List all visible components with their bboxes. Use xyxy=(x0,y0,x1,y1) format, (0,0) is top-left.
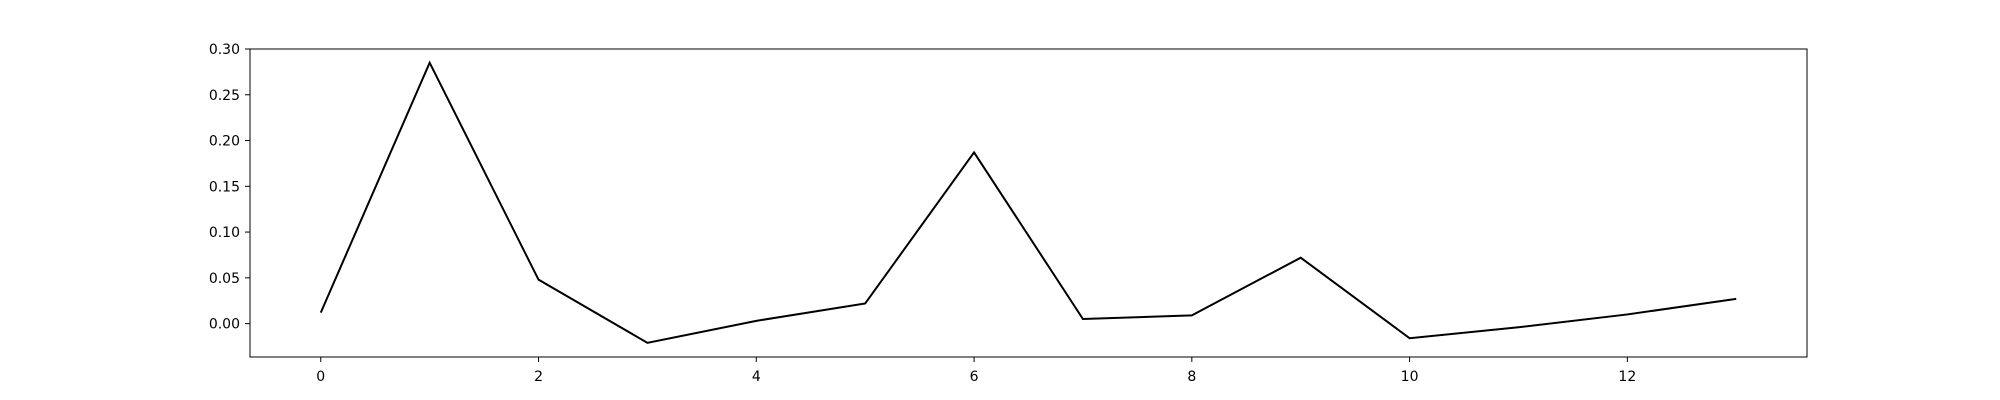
y-tick-label: 0.20 xyxy=(209,134,240,150)
x-tick-label: 8 xyxy=(1187,369,1196,385)
y-axis-ticks: 0.00 0.05 0.10 0.15 0.20 0.25 0.30 xyxy=(209,42,250,333)
x-tick-label: 6 xyxy=(970,369,979,385)
series-line xyxy=(319,60,1737,344)
plot-layer xyxy=(250,49,1807,357)
x-tick-label: 2 xyxy=(534,369,543,385)
series-layer xyxy=(319,60,1737,344)
y-tick-label: 0.00 xyxy=(209,317,240,333)
x-axis-ticks: 0 2 4 6 8 10 12 xyxy=(316,357,1636,385)
x-tick-label: 4 xyxy=(752,369,761,385)
x-tick-label: 10 xyxy=(1401,369,1419,385)
y-tick-label: 0.05 xyxy=(209,271,240,287)
x-tick-label: 12 xyxy=(1618,369,1636,385)
y-tick-label: 0.15 xyxy=(209,179,240,195)
plot-area xyxy=(250,49,1807,357)
x-tick-label: 0 xyxy=(316,369,325,385)
y-tick-label: 0.25 xyxy=(209,88,240,104)
axes-frame-layer xyxy=(249,48,1808,358)
y-tick-label: 0.10 xyxy=(209,225,240,241)
axes-frame xyxy=(249,48,1808,358)
y-tick-label: 0.30 xyxy=(209,42,240,58)
